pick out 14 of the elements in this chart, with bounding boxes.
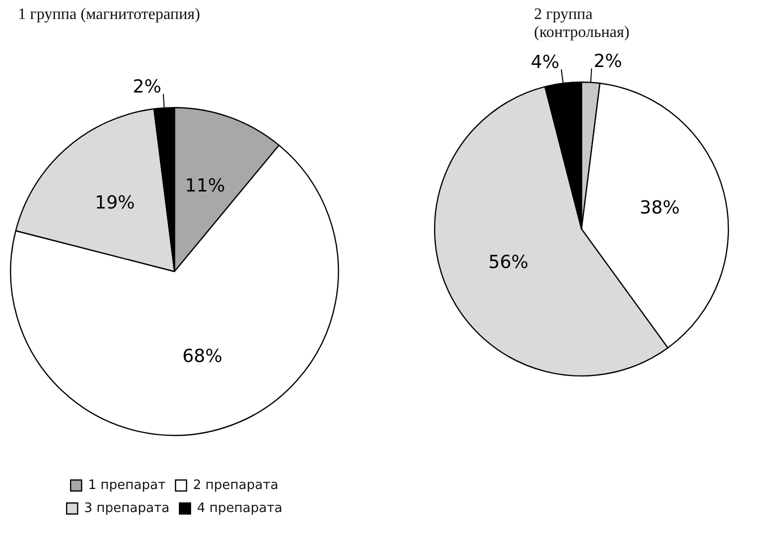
- chart-title: 2 группа (контрольная): [534, 6, 630, 42]
- data-label: 68%: [182, 346, 222, 367]
- data-label: 11%: [185, 175, 226, 196]
- legend-label: 3 препарата: [84, 500, 170, 516]
- data-label: 56%: [488, 252, 528, 274]
- legend-label: 4 препарата: [197, 500, 282, 516]
- legend-label: 2 препарата: [193, 478, 278, 493]
- data-label: 38%: [640, 198, 680, 219]
- data-label: 2%: [132, 76, 162, 98]
- data-label: 4%: [530, 52, 560, 74]
- data-label: 2%: [594, 51, 622, 72]
- chart-title: 1 группа (магнитотерапия): [18, 6, 202, 24]
- data-label: 19%: [94, 192, 135, 214]
- legend-label: 1 препарат: [88, 478, 166, 493]
